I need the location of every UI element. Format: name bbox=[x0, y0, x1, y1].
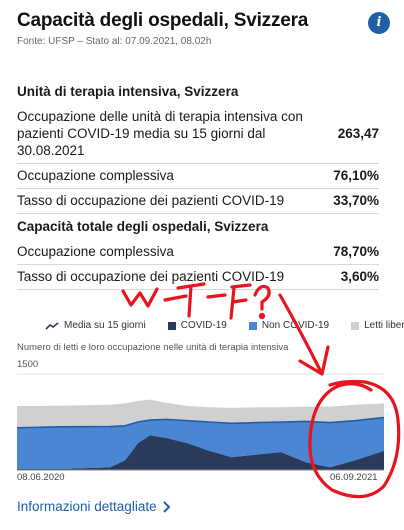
chart-areas bbox=[16, 399, 385, 470]
icu-row-avg-label: Occupazione delle unità di terapia inten… bbox=[17, 109, 303, 158]
legend-label-free: Letti liberi bbox=[364, 320, 404, 331]
page-title: Capacità degli ospedali, Svizzera bbox=[17, 10, 309, 31]
icu-row-covid-value: 33,70% bbox=[333, 193, 379, 208]
legend-label-covid: COVID-19 bbox=[180, 320, 227, 331]
legend-label-average: Media su 15 giorni bbox=[64, 320, 146, 331]
icu-row-total-label: Occupazione complessiva bbox=[17, 168, 174, 183]
hospital-row-covid-label: Tasso di occupazione dei pazienti COVID-… bbox=[17, 269, 285, 284]
area-non-covid-19 bbox=[17, 417, 384, 469]
card-header: Capacità degli ospedali, Svizzera Fonte:… bbox=[17, 10, 390, 47]
hospital-row-total-label: Occupazione complessiva bbox=[17, 244, 174, 259]
icu-section-title: Unità di terapia intensiva, Svizzera bbox=[17, 84, 239, 99]
source-caption: Fonte: UFSP – Stato al: 07.09.2021, 08.0… bbox=[17, 36, 212, 47]
icu-row-avg: Occupazione delle unità di terapia inten… bbox=[17, 105, 379, 164]
icu-row-covid: Tasso di occupazione dei pazienti COVID-… bbox=[17, 189, 379, 214]
hospital-row-total-value: 78,70% bbox=[333, 244, 379, 259]
detail-info-link-label: Informazioni dettagliate bbox=[17, 499, 157, 514]
icu-row-avg-value: 263,47 bbox=[337, 126, 379, 141]
legend-item-covid[interactable]: COVID-19 bbox=[167, 320, 227, 331]
hospital-section-title: Capacità totale degli ospedali, Svizzera bbox=[17, 219, 269, 234]
legend-swatch-covid bbox=[167, 321, 176, 330]
chart-subtitle: Numero di letti e loro occupazione nelle… bbox=[17, 342, 289, 353]
legend-item-free[interactable]: Letti liberi bbox=[351, 320, 404, 331]
area-covid-19 bbox=[17, 435, 384, 470]
hospital-row-covid-value: 3,60% bbox=[340, 269, 379, 284]
chevron-right-icon bbox=[162, 500, 171, 513]
legend-item-average[interactable]: Media su 15 giorni bbox=[45, 320, 146, 331]
icu-row-covid-label: Tasso di occupazione dei pazienti COVID-… bbox=[17, 193, 285, 208]
hospital-section: Capacità totale degli ospedali, Svizzera… bbox=[17, 219, 379, 290]
x-axis-tick-start: 08.06.2020 bbox=[17, 472, 65, 483]
icu-row-total: Occupazione complessiva 76,10% bbox=[17, 164, 379, 189]
trend-line-icon bbox=[45, 321, 59, 330]
x-axis-tick-end: 06.09.2021 bbox=[330, 472, 378, 483]
y-axis-tick-max: 1500 bbox=[17, 359, 39, 370]
info-icon[interactable]: i bbox=[368, 12, 390, 34]
icu-section: Unità di terapia intensiva, Svizzera Occ… bbox=[17, 84, 379, 214]
hospital-row-total: Occupazione complessiva 78,70% bbox=[17, 240, 379, 265]
icu-row-total-value: 76,10% bbox=[333, 168, 379, 183]
legend-swatch-noncovid bbox=[248, 321, 257, 330]
area-letti-liberi bbox=[17, 399, 384, 428]
legend-swatch-free bbox=[351, 321, 360, 330]
detail-info-link[interactable]: Informazioni dettagliate bbox=[17, 499, 171, 514]
